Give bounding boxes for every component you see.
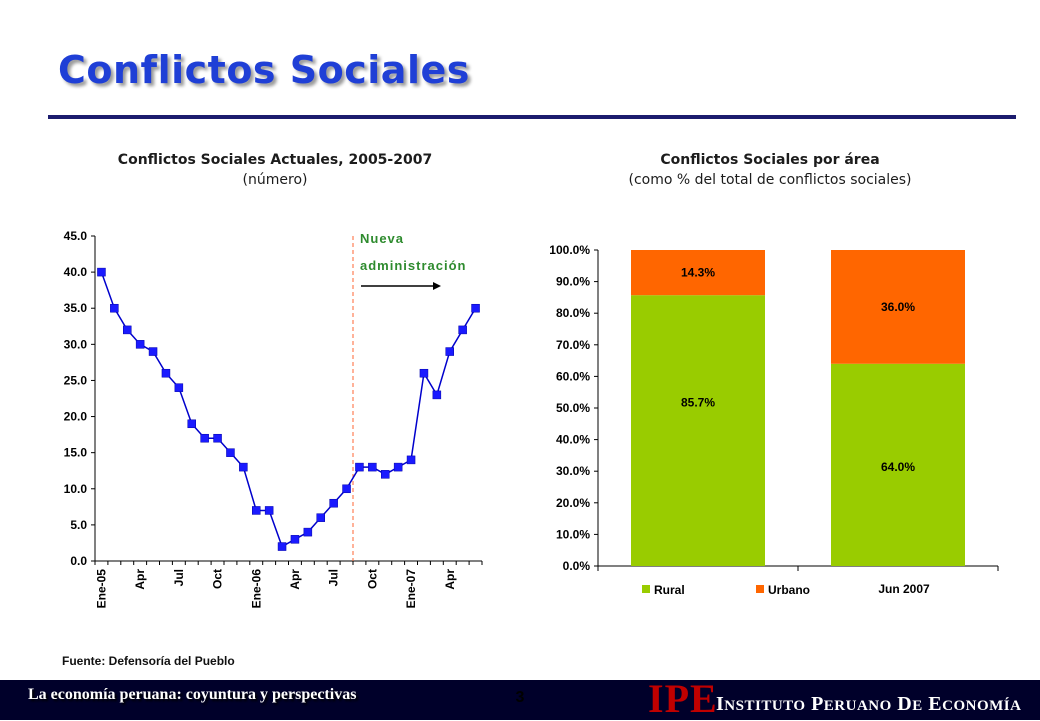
y-tick-label: 90.0% (556, 275, 590, 289)
x-tick-label: Jul (327, 569, 341, 586)
data-point (290, 535, 300, 544)
x-tick-label: Oct (211, 569, 225, 589)
series-line (100, 271, 477, 548)
data-label: 14.3% (681, 266, 715, 280)
annotation-label: administración (360, 258, 466, 273)
logo-name: INSTITUTO PERUANO DE ECONOMÍA (716, 693, 1022, 715)
y-tick-label: 0.0 (70, 554, 87, 568)
data-point (135, 340, 145, 349)
data-point (213, 433, 222, 443)
y-tick-label: 60.0% (556, 369, 590, 383)
source-note: Fuente: Defensoría del Pueblo (62, 654, 235, 668)
data-point (329, 498, 338, 508)
data-point (161, 368, 171, 378)
y-tick-label: 70.0% (556, 338, 590, 352)
arrow-head-icon (433, 282, 441, 290)
y-tick-label: 100.0% (549, 243, 590, 257)
x-tick-label: Apr (133, 569, 147, 590)
footer-text: La economía peruana: coyuntura y perspec… (28, 686, 357, 703)
data-point (381, 470, 390, 479)
y-tick-label: 15.0 (64, 446, 88, 460)
footer-bar (0, 680, 1040, 720)
data-label: 85.7% (681, 396, 715, 410)
data-point (200, 433, 209, 443)
data-point (277, 542, 287, 551)
left-chart-subtitle: (número) (242, 172, 308, 188)
data-point (355, 462, 364, 472)
logo-abbr: IPE (648, 676, 718, 721)
right-chart-subtitle: (como % del total de conflictos sociales… (628, 172, 912, 188)
y-tick-label: 45.0 (64, 229, 88, 243)
page-number: 3 (515, 689, 525, 706)
left-chart-title-block: Conflictos Sociales Actuales, 2005-2007 … (60, 150, 490, 190)
data-point (393, 462, 403, 472)
title-divider (48, 115, 1016, 119)
y-tick-label: 20.0 (64, 410, 88, 424)
legend-swatch (642, 585, 650, 593)
y-tick-label: 20.0% (556, 496, 590, 510)
x-tick-label: Ene-05 (94, 569, 108, 609)
x-tick-label: Apr (443, 569, 457, 590)
data-point (187, 419, 196, 429)
data-label: 36.0% (881, 300, 915, 314)
y-tick-label: 10.0% (556, 527, 590, 541)
y-tick-label: 40.0% (556, 433, 590, 447)
data-point (264, 506, 274, 515)
x-category-label: Jun 2007 (878, 582, 930, 596)
data-point (419, 368, 429, 378)
data-point (316, 513, 325, 522)
bar-segment-urbano (631, 250, 765, 296)
stacked-bar-chart: 0.0% 10.0% 20.0% 30.0% 40.0% 50.0% 60.0% 70.0% 8… (549, 243, 999, 597)
x-tick-label: Jul (172, 569, 186, 586)
right-chart-title-block: Conflictos Sociales por área (como % del… (560, 150, 980, 190)
data-point (239, 462, 248, 472)
data-point (97, 267, 106, 277)
data-point (368, 462, 377, 472)
x-tick-label: Oct (365, 569, 379, 589)
line-chart: 0.0 5.0 10.0 15.0 20.0 25.0 30.0 35.0 40.0 45.0 En… (64, 229, 483, 609)
legend-swatch (756, 585, 764, 593)
y-tick-label: 25.0 (64, 373, 88, 387)
y-tick-label: 0.0% (563, 559, 591, 573)
right-chart-title: Conflictos Sociales por área (660, 152, 880, 168)
bar-segment-rural (831, 363, 965, 566)
y-tick-label: 30.0% (556, 464, 590, 478)
y-tick-label: 80.0% (556, 306, 590, 320)
legend-label: Rural (654, 583, 685, 597)
data-point (252, 506, 261, 515)
data-point (174, 383, 184, 392)
bar-segment-rural (631, 295, 765, 566)
annotation-label: Nueva (360, 231, 404, 246)
y-tick-label: 35.0 (64, 301, 88, 315)
x-tick-label: Apr (288, 569, 302, 590)
data-point (110, 303, 119, 313)
data-point (458, 325, 467, 335)
y-tick-label: 30.0 (64, 337, 88, 351)
data-point (148, 347, 158, 356)
x-tick-label: Ene-06 (249, 569, 263, 609)
page-title: Conflictos Sociales (58, 48, 470, 92)
data-point (303, 527, 313, 537)
data-point (226, 448, 235, 457)
data-point (342, 484, 351, 494)
data-point (123, 325, 132, 335)
data-point (445, 347, 454, 356)
y-tick-label: 50.0% (556, 401, 590, 415)
left-chart-title: Conflictos Sociales Actuales, 2005-2007 (117, 152, 433, 168)
y-tick-label: 10.0 (64, 482, 88, 496)
bar-segment-urbano (831, 250, 965, 364)
data-point (471, 303, 480, 313)
legend-label: Urbano (768, 583, 810, 597)
data-point (406, 455, 416, 465)
y-tick-label: 5.0 (70, 518, 87, 532)
y-tick-label: 40.0 (64, 265, 88, 279)
data-point (432, 390, 442, 400)
data-label: 64.0% (881, 460, 915, 474)
x-tick-label: Ene-07 (404, 569, 418, 609)
